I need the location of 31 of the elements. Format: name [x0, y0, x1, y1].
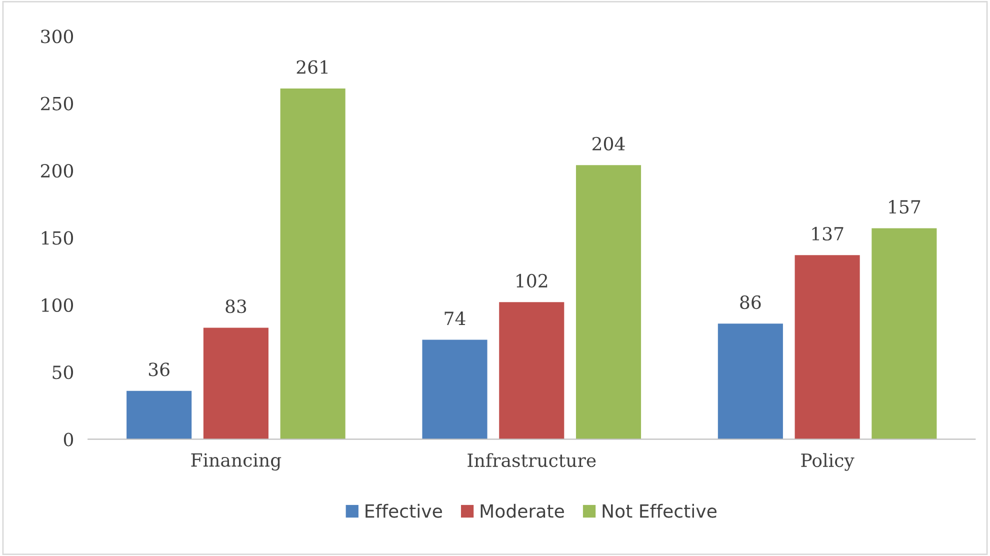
bar: [576, 165, 642, 440]
y-tick-label: 0: [64, 432, 74, 446]
legend-label: Moderate: [480, 504, 564, 518]
y-tick-label: 200: [40, 164, 74, 178]
bar: [126, 390, 192, 440]
y-tick-label: 50: [52, 366, 74, 380]
x-tick-label: Infrastructure: [468, 453, 596, 468]
x-tick-label: Policy: [801, 453, 854, 471]
bar: [872, 228, 937, 440]
data-label: 261: [296, 60, 328, 74]
bar: [794, 255, 860, 440]
data-label: 204: [592, 136, 625, 151]
y-tick-label: 250: [40, 96, 74, 110]
y-tick-label: 150: [42, 231, 74, 245]
bar: [422, 340, 488, 440]
bar: [499, 302, 564, 440]
bar: [280, 88, 346, 440]
data-label: 83: [226, 299, 246, 314]
bar: [203, 328, 268, 440]
data-label: 86: [740, 295, 761, 310]
legend-label: Not Effective: [602, 504, 716, 518]
data-label: 36: [148, 362, 170, 376]
x-tick-label: Financing: [191, 453, 282, 471]
data-label: 137: [812, 226, 844, 241]
y-tick-label: 100: [42, 298, 74, 312]
data-label: 102: [516, 274, 548, 288]
bar: [718, 324, 783, 440]
data-label: 157: [889, 200, 920, 214]
y-tick-label: 300: [41, 30, 74, 44]
data-label: 74: [444, 312, 466, 325]
legend-label: Effective: [366, 504, 442, 518]
